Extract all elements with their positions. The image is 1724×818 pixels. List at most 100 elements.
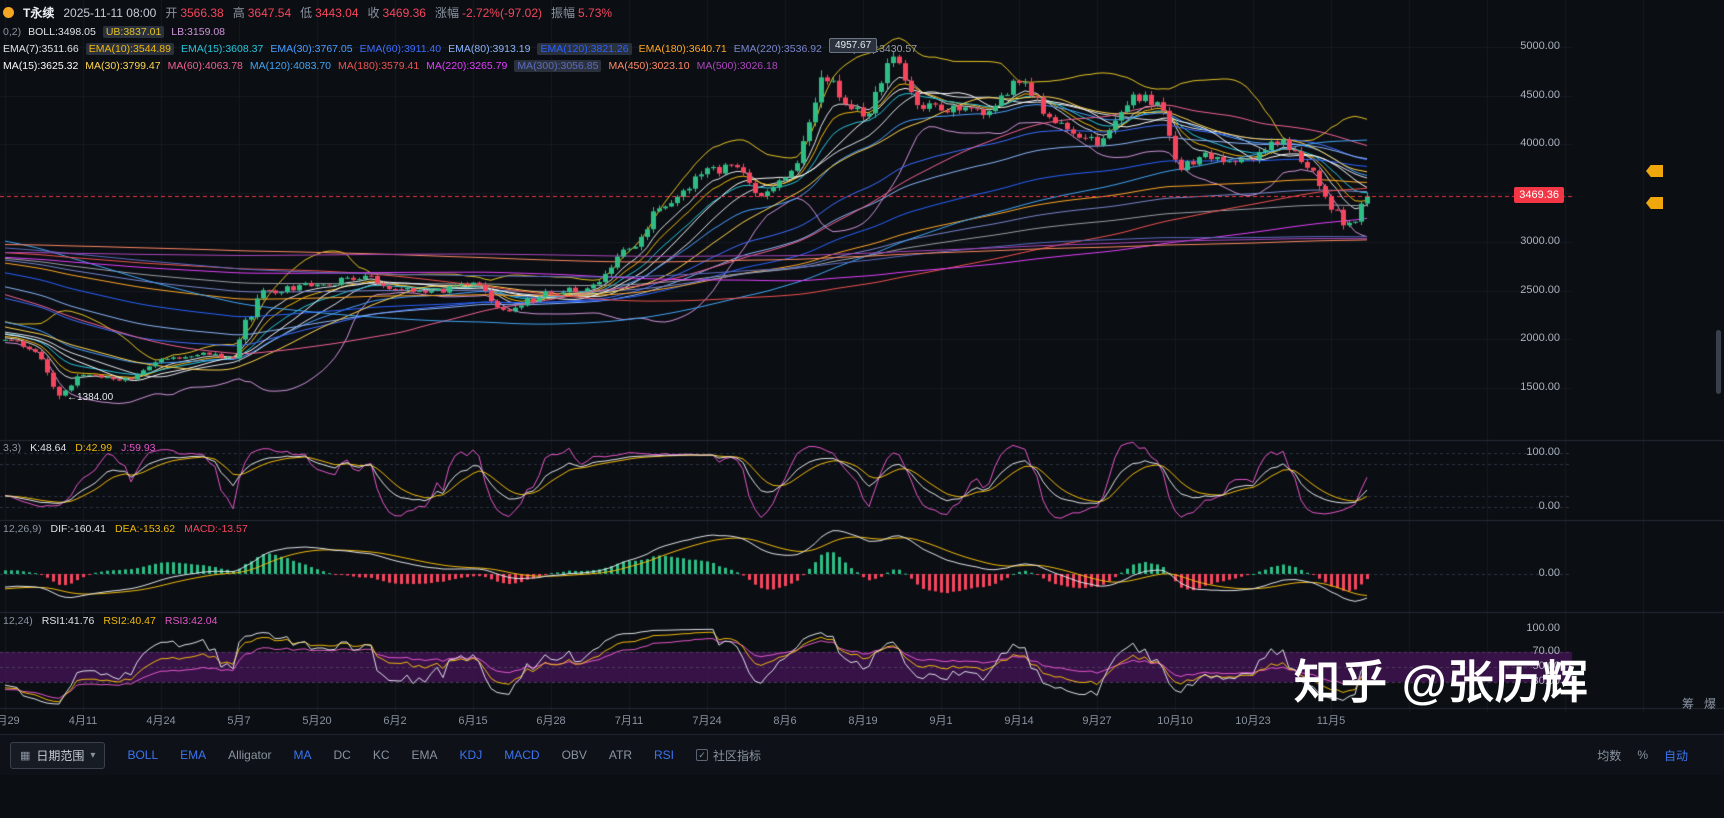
toggle-label: EMA [411, 748, 438, 762]
indicator-toggle-kc[interactable]: KC [373, 748, 390, 762]
boll-value: LB:3159.08 [171, 26, 226, 38]
watermark: 知乎 @张历辉 [1294, 656, 1589, 708]
axis-mode-auto[interactable]: 自动 [1663, 748, 1688, 763]
indicator-toggle-macd[interactable]: MACD [504, 748, 539, 762]
ema-value: EMA(180):3640.71 [638, 43, 727, 55]
date-range-label: 日期范围 [36, 748, 85, 763]
toggle-label: OBV [561, 748, 587, 762]
candle-datetime: 2025-11-11 08:00 [63, 5, 157, 20]
date-tick: 6月15 [458, 715, 488, 727]
ma-value: MA(120):4083.70 [249, 60, 332, 72]
coin-icon [3, 7, 14, 18]
field-label: 振幅 [551, 6, 576, 20]
date-tick: 10月23 [1235, 715, 1271, 727]
toggle-label: EMA [180, 748, 207, 762]
time-axis[interactable]: 3月29 4月11 4月24 5月7 5月20 6月2 6月15 6月28 7月11 7月24 8月… [0, 712, 1700, 732]
toggle-label: DC [333, 748, 351, 762]
rsi-value: RSI1:41.76 [41, 615, 95, 627]
date-tick: 11月5 [1316, 715, 1346, 727]
indicator-params-fragment: 12,24) [3, 615, 33, 627]
ma-value: MA(220):3265.79 [426, 60, 508, 72]
indicator-toggle-alligator[interactable]: Alligator [228, 748, 271, 762]
kdj-value: J:59.93 [121, 442, 156, 454]
indicator-params-fragment: 0,2) [3, 26, 22, 38]
bottom-toolbar: ▦ 日期范围 ▾ BOLL EMA Alligator MA DC KC EMA KDJ MAC… [0, 735, 1724, 775]
kdj-value: K:48.64 [30, 442, 67, 454]
ohlc-field: 高 3647.54 [233, 4, 291, 21]
field-value: 3469.36 [382, 5, 426, 20]
rsi-axis-tick: 50.00 [1532, 660, 1560, 672]
indicator-toggle-atr[interactable]: ATR [609, 748, 632, 762]
price-tick: 1500.00 [1520, 381, 1560, 393]
date-tick: 9月14 [1004, 715, 1034, 727]
price-axis[interactable]: 5000.00 4500.00 4000.00 3000.00 2500.00 2000.… [1494, 0, 1566, 818]
low-price-marker: ←1384.00 [67, 392, 113, 403]
price-tick: 4000.00 [1520, 137, 1560, 150]
rsi-values-row: 12,24) RSI1:41.76 RSI2:40.47 RSI3:42.04 [3, 615, 217, 627]
date-range-selector[interactable]: ▦ 日期范围 ▾ [10, 741, 106, 769]
scrollbar-thumb[interactable] [1716, 330, 1721, 394]
toggle-label: 社区指标 [713, 748, 762, 763]
side-tool-chips[interactable]: 筹 [1682, 697, 1695, 711]
ohlc-field: 低 3443.04 [300, 4, 358, 21]
indicator-toggle-boll[interactable]: BOLL [127, 748, 158, 762]
toggle-label: BOLL [127, 748, 159, 762]
date-tick: 10月10 [1157, 715, 1193, 727]
price-tick: 5000.00 [1520, 40, 1560, 52]
indicator-toggle-community-indicators[interactable]: ✓ 社区指标 [696, 747, 761, 764]
indicator-toggle-ema-sub[interactable]: EMA [412, 748, 438, 762]
field-value: 3566.38 [180, 5, 224, 20]
side-tool-liquidation[interactable]: 爆 [1704, 697, 1717, 711]
indicator-toggles: BOLL EMA Alligator MA DC KC EMA KDJ MACD OBV ATR RS… [127, 747, 761, 764]
toggle-label: MA [293, 748, 312, 762]
date-tick: 7月11 [614, 715, 644, 727]
indicator-toggle-obv[interactable]: OBV [562, 748, 587, 762]
low-price-label: 1384.00 [77, 392, 114, 404]
field-label: 高 [232, 6, 245, 20]
left-arrow-icon: ← [67, 392, 77, 404]
kdj-axis-tick: 0.00 [1538, 500, 1560, 512]
indicator-toggle-dc[interactable]: DC [334, 748, 351, 762]
price-tick: 2500.00 [1520, 283, 1560, 296]
ema-value: EMA(60):3911.40 [359, 43, 442, 55]
rsi-axis-tick: 70.00 [1532, 644, 1560, 657]
axis-mode-average[interactable]: 均数 [1597, 748, 1622, 763]
ohlc-field: 振幅 5.73% [551, 4, 612, 21]
toggle-label: KC [372, 748, 390, 762]
indicator-toggle-kdj[interactable]: KDJ [460, 748, 483, 762]
symbol-name: T永续 [23, 6, 55, 20]
date-tick: 9月27 [1082, 715, 1112, 727]
side-tools: 筹爆 [1682, 695, 1716, 712]
chevron-down-icon: ▾ [90, 749, 96, 761]
field-value: 3647.54 [247, 5, 292, 20]
ema-value: EMA(10):3544.89 [85, 43, 174, 55]
indicator-toggle-ema[interactable]: EMA [180, 748, 206, 762]
indicator-toggle-rsi[interactable]: RSI [654, 748, 674, 762]
date-tick: 8月19 [848, 715, 878, 727]
date-tick: 6月28 [536, 715, 566, 727]
kdj-value: D:42.99 [75, 442, 113, 454]
toggle-label: RSI [654, 748, 675, 762]
price-tick: 3000.00 [1520, 234, 1560, 247]
price-tick: 4500.00 [1520, 88, 1560, 101]
checkbox-icon: ✓ [696, 749, 709, 761]
rsi-value: RSI2:40.47 [103, 615, 156, 627]
price-tick: 2000.00 [1520, 332, 1560, 345]
ema-value: EMA(220):3536.92 [733, 43, 822, 55]
ma-value: MA(60):4063.78 [167, 60, 243, 72]
ohlc-field: 开 3566.38 [165, 4, 223, 21]
ohlc-field: 收 3469.36 [368, 4, 426, 21]
toggle-label: Alligator [228, 748, 272, 762]
field-label: 收 [367, 6, 380, 20]
ohlc-row: T永续 2025-11-11 08:00 开 3566.38 高 3647.54 低 3443… [3, 4, 612, 21]
order-tag-icon[interactable] [1646, 197, 1663, 209]
axis-mode-percent[interactable]: % [1637, 748, 1648, 762]
macd-value: MACD:-13.57 [184, 523, 248, 535]
indicator-toggle-ma[interactable]: MA [294, 748, 312, 762]
ma-value: MA(180):3579.41 [338, 60, 420, 72]
toggle-label: ATR [608, 748, 633, 762]
ma-value: MA(450):3023.10 [608, 60, 690, 72]
order-tag-icon[interactable] [1646, 165, 1663, 177]
